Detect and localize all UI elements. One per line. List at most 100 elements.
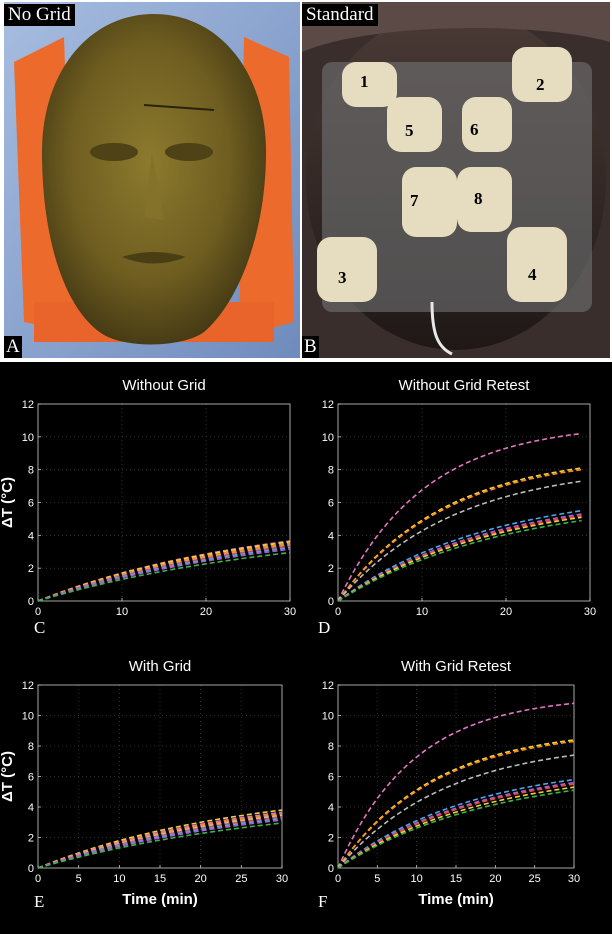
panel-letter: C — [34, 618, 45, 637]
y-tick-label: 8 — [28, 465, 34, 477]
y-tick-label: 6 — [328, 498, 334, 510]
panel-letter: D — [318, 618, 330, 637]
y-tick-label: 10 — [322, 432, 334, 444]
photo-no-grid: No Grid A — [4, 2, 300, 358]
grid-number: 2 — [536, 75, 545, 94]
x-tick-label: 15 — [450, 873, 462, 885]
series-line — [337, 514, 582, 602]
y-tick-label: 12 — [322, 680, 334, 692]
y-tick-label: 4 — [328, 530, 334, 542]
chart-with-grid-retest: 0 2 4 6 8 10 12 0 5 10 15 20 25 30 With Grid Retest Tim… — [318, 658, 580, 911]
grid-patch-numbers: 1 2 3 4 5 6 7 8 — [338, 72, 545, 287]
x-tick-label: 15 — [154, 873, 166, 885]
grid-number: 4 — [528, 265, 537, 284]
x-tick-label: 30 — [568, 873, 580, 885]
y-tick-label: 2 — [28, 833, 34, 845]
y-tick-label: 2 — [328, 833, 334, 845]
series-line — [337, 467, 582, 602]
x-tick-label: 30 — [284, 606, 296, 618]
series-line — [37, 546, 291, 602]
chart-title: Without Grid — [122, 377, 205, 394]
y-tick-label: 8 — [328, 741, 334, 753]
y-tick-label: 0 — [28, 863, 34, 875]
grid-number: 8 — [474, 189, 483, 208]
photo-label-no-grid: No Grid — [4, 4, 75, 26]
y-tick-label: 0 — [328, 863, 334, 875]
x-tick-label: 30 — [276, 873, 288, 885]
photo-standard-grid: 1 2 3 4 5 6 7 8 Standard B — [302, 2, 610, 358]
series-line — [337, 739, 575, 869]
y-axis-label: ΔT (°C) — [0, 477, 16, 528]
chart-panel-e: 0 2 4 6 8 10 12 0 5 10 15 20 25 30 With Grid ΔT (°C) Tim… — [0, 648, 306, 934]
series-line — [337, 754, 575, 869]
series-line — [337, 480, 582, 602]
x-tick-label: 5 — [374, 873, 380, 885]
phantom-head-image — [4, 2, 300, 358]
photo-label-standard: Standard — [302, 4, 378, 26]
x-tick-label: 10 — [411, 873, 423, 885]
series-line — [37, 809, 283, 869]
series-line — [337, 516, 582, 602]
x-tick-label: 20 — [195, 873, 207, 885]
series-line — [37, 811, 283, 869]
axes-frame — [337, 403, 591, 602]
chart-title: Without Grid Retest — [399, 377, 531, 394]
y-tick-label: 6 — [328, 772, 334, 784]
y-tick-label: 10 — [322, 711, 334, 723]
chart-without-grid: 0 2 4 6 8 10 12 0 10 20 30 Without Grid ΔT (°C) C — [0, 377, 296, 637]
electrode-patches — [317, 47, 572, 302]
y-tick-label: 6 — [28, 498, 34, 510]
series-line — [337, 509, 582, 602]
y-tick-label: 4 — [328, 802, 334, 814]
y-tick-label: 4 — [28, 530, 34, 542]
y-tick-label: 12 — [322, 399, 334, 411]
panel-letter-b: B — [302, 336, 319, 358]
x-tick-label: 20 — [500, 606, 512, 618]
series-line — [337, 740, 575, 869]
series-line — [337, 513, 582, 602]
y-tick-label: 8 — [28, 741, 34, 753]
x-axis-label: Time (min) — [418, 891, 494, 908]
series-line — [337, 702, 575, 869]
series-line — [337, 468, 582, 602]
series-line — [337, 432, 582, 602]
x-tick-label: 20 — [489, 873, 501, 885]
chart-panel-f: 0 2 4 6 8 10 12 0 5 10 15 20 25 30 With Grid Retest Tim… — [306, 648, 612, 934]
y-tick-label: 6 — [28, 772, 34, 784]
series-line — [337, 519, 582, 602]
y-tick-label: 12 — [22, 399, 34, 411]
grid-number: 6 — [470, 120, 479, 139]
y-tick-label: 12 — [22, 680, 34, 692]
grid-number: 3 — [338, 268, 347, 287]
chart-panel-d: 0 2 4 6 8 10 12 0 10 20 30 Without Grid Retest D — [306, 362, 612, 648]
x-tick-label: 30 — [584, 606, 596, 618]
y-tick-label: 2 — [328, 563, 334, 575]
x-tick-label: 10 — [416, 606, 428, 618]
panel-letter-a: A — [4, 336, 22, 358]
grid-number: 7 — [410, 191, 419, 210]
x-tick-label: 25 — [529, 873, 541, 885]
y-tick-label: 0 — [28, 596, 34, 608]
grid-number: 1 — [360, 72, 369, 91]
series-line — [37, 548, 291, 602]
y-tick-label: 0 — [328, 596, 334, 608]
x-tick-label: 0 — [35, 606, 41, 618]
y-tick-label: 8 — [328, 465, 334, 477]
series-line — [37, 819, 283, 869]
chart-title: With Grid — [129, 658, 192, 675]
panel-letter: E — [34, 892, 44, 911]
x-tick-label: 10 — [113, 873, 125, 885]
y-tick-label: 2 — [28, 563, 34, 575]
x-tick-label: 20 — [200, 606, 212, 618]
x-tick-label: 5 — [76, 873, 82, 885]
series-line — [337, 786, 575, 869]
x-tick-label: 0 — [35, 873, 41, 885]
series-line — [337, 783, 575, 869]
series-line — [337, 781, 575, 869]
x-tick-label: 10 — [116, 606, 128, 618]
y-tick-label: 10 — [22, 432, 34, 444]
series-line — [37, 822, 283, 869]
chart-title: With Grid Retest — [401, 658, 512, 675]
x-tick-label: 0 — [335, 606, 341, 618]
